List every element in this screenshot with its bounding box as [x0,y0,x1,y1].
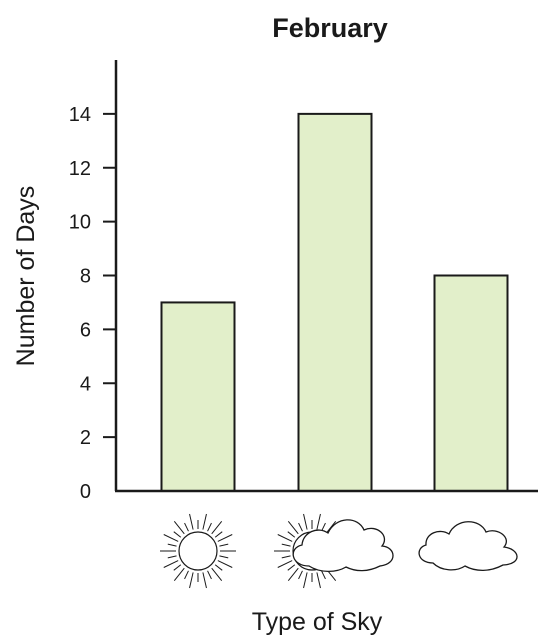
sun-ray [167,555,177,559]
y-tick-label: 4 [80,373,91,395]
sun-ray [217,534,233,542]
y-tick-label: 10 [69,212,91,234]
sun-ray [281,555,291,559]
sun-ray [298,570,303,580]
bar-partly-cloudy [297,112,373,492]
sun-ray [277,534,293,542]
sun-ray [219,543,229,547]
sun-ray [211,520,223,535]
sun-ray [167,543,177,547]
y-tick-label: 14 [69,104,91,126]
sun-behind-cloud-icon [274,513,394,589]
y-tick-label: 0 [80,481,91,503]
sun-ray [207,570,212,580]
y-tick-label: 8 [80,266,91,288]
sun-ray [202,572,207,589]
chart-title: February [272,13,388,43]
sun-ray [173,564,182,571]
sun-ray [277,560,293,568]
bar-cloudy [433,274,509,492]
sun-ray [316,513,321,530]
cloud-icon [418,521,518,572]
sun-ray [184,522,189,532]
y-tick-label: 6 [80,319,91,341]
sun-ray [303,513,308,530]
sun-ray [207,522,212,532]
y-tick-label: 12 [69,158,91,180]
sun-icon [160,513,236,589]
y-ticks-group: 0 2 4 6 8 10 12 14 [69,104,117,503]
sun-ray [321,570,326,580]
sun-ray [287,567,299,582]
sun-ray [202,513,207,530]
sun-ray [189,513,194,530]
bars-group [160,112,509,492]
cloud-shape [292,519,394,573]
sun-ray [163,560,179,568]
sun-ray [214,564,223,571]
x-axis-label: Type of Sky [252,608,383,636]
sun-ray [163,534,179,542]
sun-ray [214,531,223,538]
sun-ray [173,567,185,582]
y-tick-label: 2 [80,427,91,449]
sun-ray [281,543,291,547]
sun-ray [303,572,308,589]
bar-sunny [160,301,236,492]
sun-ray [287,520,299,535]
sun-ray [184,570,189,580]
sun-ray [173,520,185,535]
sun-ray [298,522,303,532]
y-axis-label: Number of Days [12,186,40,367]
sun-ray [219,555,229,559]
sun-ray [316,572,321,589]
sun-ray [217,560,233,568]
sun-ray [189,572,194,589]
sun-ray [173,531,182,538]
sun-ray [287,531,296,538]
sun-ray [287,564,296,571]
sun-ray [211,567,223,582]
